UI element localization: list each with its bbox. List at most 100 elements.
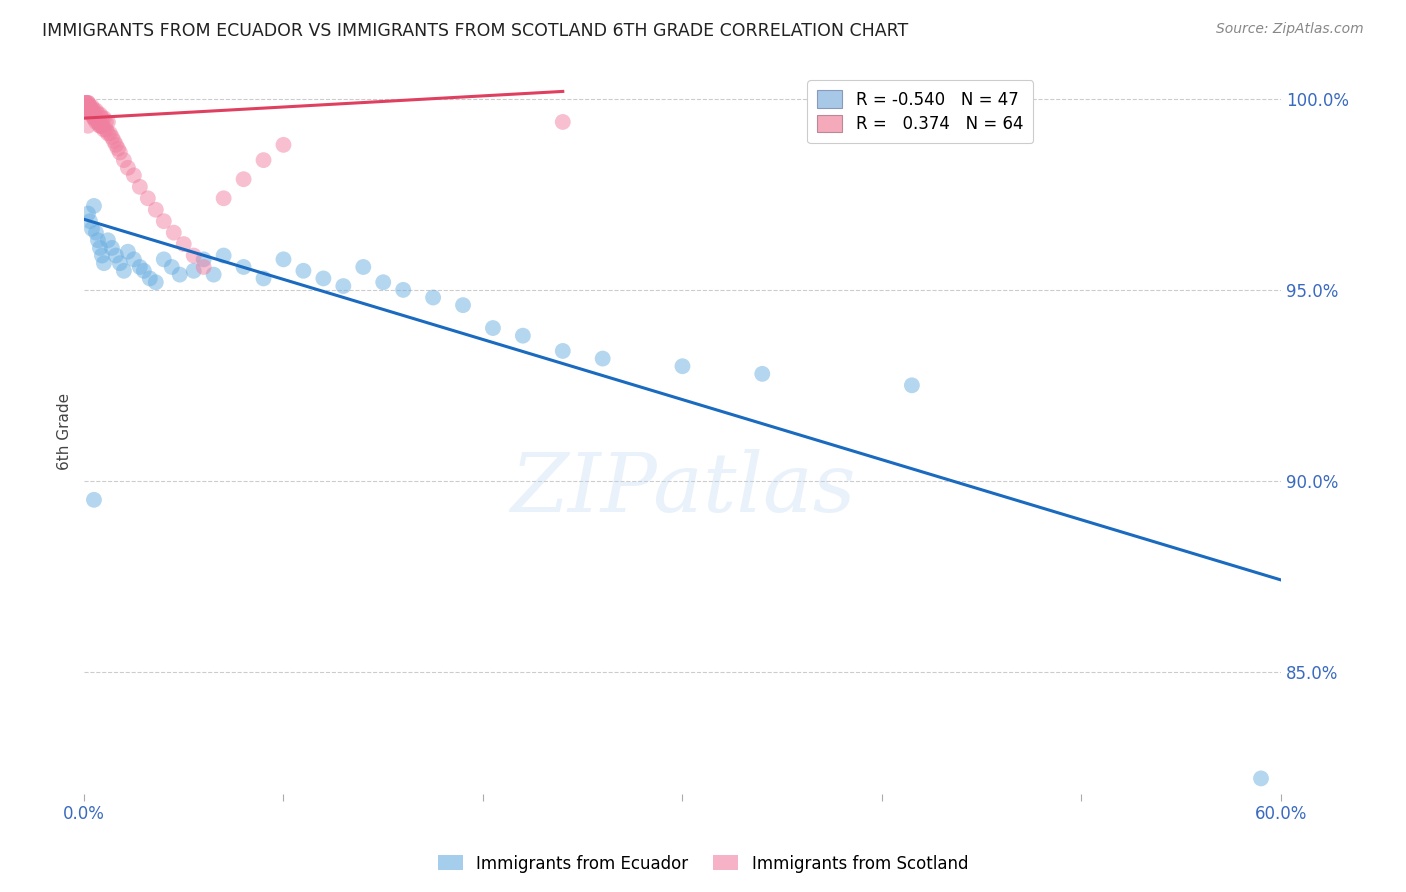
Point [104,137,127,152]
Point [512,328,534,343]
Point [232,172,254,186]
Point [108,145,131,160]
Point [169,268,191,282]
Point [122,252,145,267]
Point [84,111,107,125]
Point [93,122,115,136]
Point [183,248,205,262]
Point [91,111,114,125]
Legend: R = -0.540   N = 47, R =   0.374   N = 64: R = -0.540 N = 47, R = 0.374 N = 64 [807,80,1033,144]
Y-axis label: 6th Grade: 6th Grade [58,392,72,470]
Point [84,103,107,118]
Point [451,298,474,312]
Point [75,95,97,110]
Point [87,115,110,129]
Point [751,367,773,381]
Point [422,291,444,305]
Point [152,214,174,228]
Point [108,256,131,270]
Point [292,264,315,278]
Point [136,191,159,205]
Point [94,115,117,129]
Point [352,260,374,274]
Point [901,378,924,392]
Point [87,107,110,121]
Point [128,260,150,274]
Point [183,264,205,278]
Legend: Immigrants from Ecuador, Immigrants from Scotland: Immigrants from Ecuador, Immigrants from… [432,848,974,880]
Point [112,153,135,168]
Point [80,222,103,236]
Point [232,260,254,274]
Point [80,107,103,121]
Point [79,214,101,228]
Point [671,359,693,374]
Point [93,111,115,125]
Point [83,111,105,125]
Point [107,142,129,156]
Point [373,275,395,289]
Point [117,161,139,175]
Point [80,100,103,114]
Point [252,271,274,285]
Point [77,95,100,110]
Point [132,264,155,278]
Point [89,241,111,255]
Point [117,244,139,259]
Point [87,233,110,247]
Point [75,100,97,114]
Point [77,95,100,110]
Point [97,115,120,129]
Point [77,119,100,133]
Point [193,252,215,267]
Point [84,226,107,240]
Point [83,103,105,118]
Point [104,248,127,262]
Point [482,321,505,335]
Point [145,202,167,217]
Point [139,271,162,285]
Point [212,191,235,205]
Point [89,107,111,121]
Point [80,103,103,118]
Point [83,107,105,121]
Point [79,103,101,118]
Point [212,248,235,262]
Point [273,252,295,267]
Point [79,103,101,118]
Point [97,233,120,247]
Point [163,226,186,240]
Point [77,100,100,114]
Point [79,100,101,114]
Text: Source: ZipAtlas.com: Source: ZipAtlas.com [1216,22,1364,37]
Point [79,103,101,118]
Point [89,119,111,133]
Text: ZIPatlas: ZIPatlas [510,449,855,529]
Point [89,119,111,133]
Point [91,119,114,133]
Point [83,492,105,507]
Point [91,119,114,133]
Point [80,107,103,121]
Point [84,111,107,125]
Point [97,127,120,141]
Point [252,153,274,168]
Point [87,115,110,129]
Point [1250,772,1272,786]
Point [202,268,225,282]
Point [392,283,415,297]
Point [80,107,103,121]
Point [93,256,115,270]
Point [551,343,574,358]
Point [79,100,101,114]
Point [77,206,100,220]
Point [101,130,124,145]
Point [91,248,114,262]
Point [160,260,183,274]
Point [94,122,117,136]
Text: IMMIGRANTS FROM ECUADOR VS IMMIGRANTS FROM SCOTLAND 6TH GRADE CORRELATION CHART: IMMIGRANTS FROM ECUADOR VS IMMIGRANTS FR… [42,22,908,40]
Point [122,169,145,183]
Point [84,115,107,129]
Point [145,275,167,289]
Point [312,271,335,285]
